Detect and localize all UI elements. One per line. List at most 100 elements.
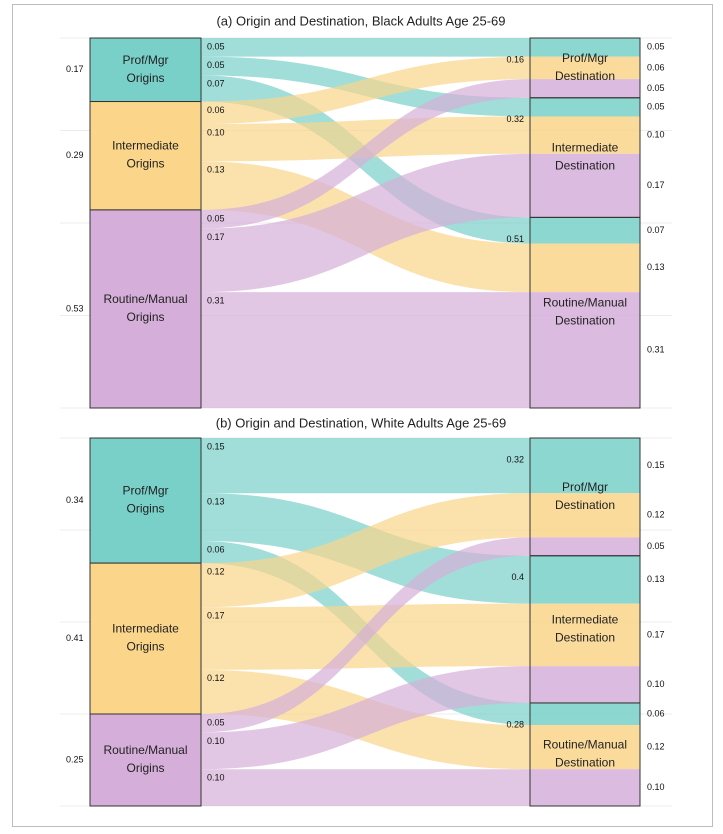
flow-inter-to-prof xyxy=(201,493,530,608)
flow-destination-value-label: 0.17 xyxy=(647,629,665,639)
flow-source-value-label: 0.05 xyxy=(207,41,225,51)
destination-segment-routine-to-inter xyxy=(530,153,640,218)
destination-segment-routine-to-routine xyxy=(530,292,640,408)
flow-destination-value-label: 0.06 xyxy=(647,708,665,718)
origin-share-label: 0.25 xyxy=(66,754,84,764)
flow-inter-to-prof xyxy=(201,56,530,124)
destination-segment-prof-to-routine xyxy=(530,217,640,244)
origin-node-label: Prof/Mgr Origins xyxy=(122,484,168,516)
origin-node-label-line: Origins xyxy=(126,310,164,324)
flow-destination-value-label: 0.10 xyxy=(647,782,665,792)
destination-segment-prof-to-prof xyxy=(530,38,640,57)
flow-source-value-label: 0.12 xyxy=(207,673,225,683)
origin-node-label-line: Origins xyxy=(126,502,164,516)
destination-segment-routine-to-prof xyxy=(530,537,640,556)
destination-node-label-line: Destination xyxy=(555,631,615,645)
destination-node-label-line: Intermediate xyxy=(552,613,619,627)
flow-routine-to-inter xyxy=(201,666,530,770)
flow-destination-value-label: 0.12 xyxy=(647,510,665,520)
flow-routine-to-routine xyxy=(201,292,530,408)
origin-share-label: 0.34 xyxy=(66,495,84,505)
sankey-panel-b: (b) Origin and Destination, White Adults… xyxy=(60,415,672,807)
destination-node-routine xyxy=(529,702,641,807)
destination-segment-routine-to-routine xyxy=(530,769,640,806)
origin-share-label: 0.41 xyxy=(66,633,84,643)
origin-nodes: Prof/Mgr Origins 0.17 Intermediate Origins 0.… xyxy=(66,37,202,409)
flow-source-value-label: 0.17 xyxy=(207,232,225,242)
destination-nodes: Prof/Mgr Destination 0.32 Intermediate Desti… xyxy=(506,437,641,807)
destination-segments xyxy=(530,38,640,408)
destination-share-label: 0.28 xyxy=(506,719,524,729)
flow-destination-value-label: 0.05 xyxy=(647,42,665,52)
destination-node-label-line: Routine/Manual xyxy=(543,296,627,310)
flows xyxy=(201,438,530,806)
flow-prof-to-prof xyxy=(201,38,530,57)
flow-destination-value-label: 0.13 xyxy=(647,574,665,584)
flow-source-value-label: 0.05 xyxy=(207,717,225,727)
origin-node-label-line: Origins xyxy=(126,761,164,775)
destination-node-label-line: Destination xyxy=(555,314,615,328)
flow-source-value-label: 0.13 xyxy=(207,497,225,507)
flow-destination-value-label: 0.10 xyxy=(647,130,665,140)
flow-source-value-label: 0.31 xyxy=(207,296,225,306)
flow-source-value-label: 0.13 xyxy=(207,165,225,175)
destination-segment-prof-to-inter xyxy=(530,555,640,604)
flow-routine-to-routine xyxy=(201,769,530,806)
flow-source-value-label: 0.05 xyxy=(207,60,225,70)
flow-destination-value-label: 0.07 xyxy=(647,225,665,235)
flow-routine-to-inter xyxy=(201,153,530,293)
flow-labels: 0.05 0.05 0.05 0.05 0.07 0.07 0.06 0.06 0.10 0.10… xyxy=(207,41,665,354)
origin-node-label-line: Intermediate xyxy=(112,622,179,636)
origin-node-inter xyxy=(89,101,202,211)
origin-share-label: 0.53 xyxy=(66,303,84,313)
flow-destination-value-label: 0.10 xyxy=(647,679,665,689)
flow-source-value-label: 0.12 xyxy=(207,566,225,576)
destination-node-label-line: Prof/Mgr xyxy=(562,480,608,494)
destination-node-label: Intermediate Destination xyxy=(552,141,619,173)
destination-node-label: Prof/Mgr Destination xyxy=(555,480,615,512)
flow-destination-value-label: 0.12 xyxy=(647,741,665,751)
origin-node-inter xyxy=(89,562,202,715)
origin-share-label: 0.17 xyxy=(66,64,84,74)
flow-source-value-label: 0.05 xyxy=(207,213,225,223)
origin-node-prof xyxy=(89,437,202,564)
flow-source-value-label: 0.07 xyxy=(207,79,225,89)
origin-node-label-line: Prof/Mgr xyxy=(122,484,168,498)
origin-nodes: Prof/Mgr Origins 0.34 Intermediate Origins 0.… xyxy=(66,437,202,807)
origin-node-label-line: Origins xyxy=(126,157,164,171)
destination-node-label-line: Prof/Mgr xyxy=(562,51,608,65)
destination-share-label: 0.32 xyxy=(506,114,524,124)
flow-source-value-label: 0.10 xyxy=(207,773,225,783)
origin-node-routine xyxy=(89,713,202,807)
destination-node-label-line: Destination xyxy=(555,69,615,83)
flow-destination-value-label: 0.15 xyxy=(647,460,665,470)
flow-destination-value-label: 0.06 xyxy=(647,62,665,72)
origin-node-label: Routine/Manual Origins xyxy=(103,292,187,324)
destination-segment-prof-to-prof xyxy=(530,438,640,494)
origin-node-label-line: Routine/Manual xyxy=(103,743,187,757)
destination-segment-inter-to-routine xyxy=(530,725,640,770)
destination-share-label: 0.16 xyxy=(506,54,524,64)
destination-node-label-line: Destination xyxy=(555,756,615,770)
destination-share-label: 0.4 xyxy=(511,572,524,582)
destination-segment-inter-to-routine xyxy=(530,243,640,293)
origin-node-prof xyxy=(89,37,202,103)
origin-node-label: Prof/Mgr Origins xyxy=(122,53,168,85)
origin-node-label-line: Routine/Manual xyxy=(103,292,187,306)
origin-node-label: Routine/Manual Origins xyxy=(103,743,187,775)
destination-node-label: Routine/Manual Destination xyxy=(543,296,627,328)
flow-source-value-label: 0.10 xyxy=(207,127,225,137)
origin-node-label-line: Intermediate xyxy=(112,139,179,153)
panel-title: (b) Origin and Destination, White Adults… xyxy=(216,415,507,430)
panel-title: (a) Origin and Destination, Black Adults… xyxy=(216,13,505,28)
destination-share-label: 0.51 xyxy=(506,234,524,244)
flow-routine-to-prof xyxy=(201,79,530,229)
destination-node-label: Routine/Manual Destination xyxy=(543,738,627,770)
flows xyxy=(201,38,530,408)
destination-node-label-line: Destination xyxy=(555,159,615,173)
destination-nodes: Prof/Mgr Destination 0.16 Intermediate Desti… xyxy=(506,37,641,409)
destination-segment-inter-to-prof xyxy=(530,56,640,80)
destination-segment-routine-to-inter xyxy=(530,666,640,703)
flow-source-value-label: 0.06 xyxy=(207,544,225,554)
